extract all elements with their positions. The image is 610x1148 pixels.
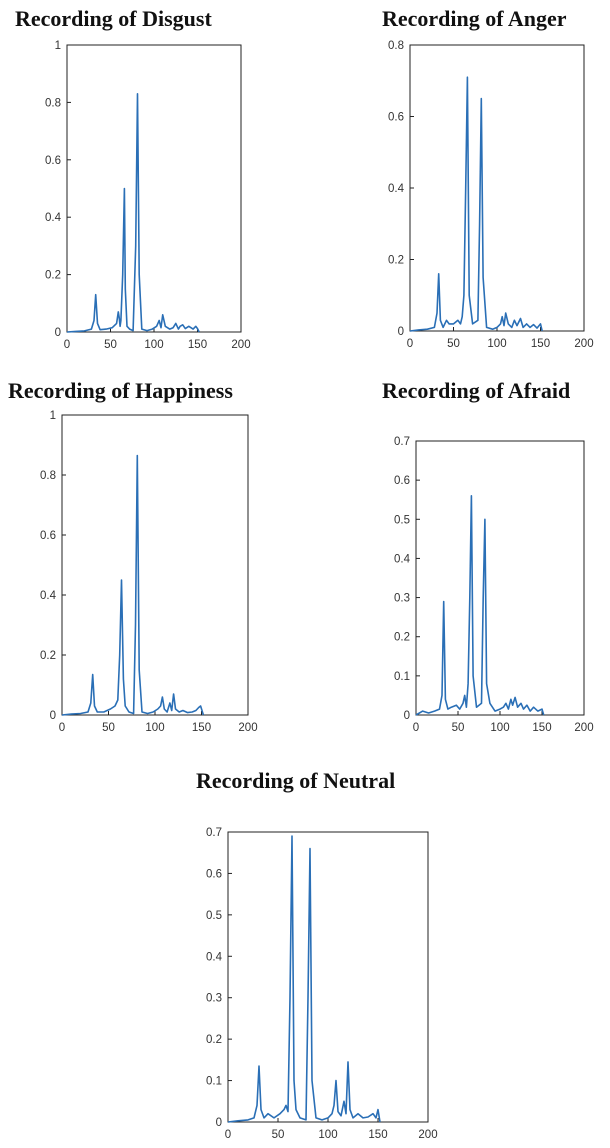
y-tick-label: 0.6 xyxy=(388,112,404,124)
y-tick-label: 0 xyxy=(55,327,61,339)
x-tick-label: 200 xyxy=(238,722,257,734)
y-tick-label: 0.2 xyxy=(45,270,61,282)
x-tick-label: 50 xyxy=(447,338,460,350)
x-tick-label: 150 xyxy=(192,722,211,734)
x-tick-label: 200 xyxy=(574,722,593,734)
x-tick-label: 100 xyxy=(318,1129,337,1141)
y-tick-label: 0.8 xyxy=(45,97,61,109)
y-tick-label: 0.6 xyxy=(206,868,222,880)
panel-title-disgust: Recording of Disgust xyxy=(15,6,212,31)
series-line xyxy=(66,93,200,333)
y-tick-label: 0.1 xyxy=(394,671,410,683)
y-tick-label: 0.7 xyxy=(394,436,410,448)
x-tick-label: 100 xyxy=(145,722,164,734)
y-tick-label: 0.4 xyxy=(206,951,223,963)
y-tick-label: 0.8 xyxy=(388,40,404,52)
y-tick-label: 0.3 xyxy=(394,593,410,605)
y-tick-label: 0.5 xyxy=(394,514,410,526)
y-tick-label: 0 xyxy=(50,710,56,722)
series-line xyxy=(227,835,381,1123)
x-tick-label: 150 xyxy=(368,1129,387,1141)
y-tick-label: 0.1 xyxy=(206,1076,222,1088)
y-tick-label: 0.4 xyxy=(394,553,411,565)
series-line xyxy=(61,454,205,716)
x-tick-label: 150 xyxy=(532,722,551,734)
x-tick-label: 0 xyxy=(64,339,70,351)
x-tick-label: 100 xyxy=(490,722,509,734)
series-line xyxy=(409,76,543,332)
y-tick-label: 0.2 xyxy=(206,1034,222,1046)
y-tick-label: 0.6 xyxy=(45,155,61,167)
x-tick-label: 200 xyxy=(231,339,250,351)
x-tick-label: 50 xyxy=(102,722,115,734)
panel-title-happiness: Recording of Happiness xyxy=(8,378,233,403)
x-tick-label: 0 xyxy=(225,1129,231,1141)
y-tick-label: 0 xyxy=(404,710,410,722)
y-tick-label: 0.2 xyxy=(40,650,56,662)
panel-title-neutral: Recording of Neutral xyxy=(196,768,396,793)
y-tick-label: 0.4 xyxy=(45,212,62,224)
y-tick-label: 0.7 xyxy=(206,827,222,839)
x-tick-label: 50 xyxy=(104,339,117,351)
x-tick-label: 0 xyxy=(407,338,413,350)
y-tick-label: 0.3 xyxy=(206,993,222,1005)
y-tick-label: 1 xyxy=(55,40,61,52)
y-tick-label: 1 xyxy=(50,410,56,422)
x-tick-label: 0 xyxy=(413,722,419,734)
y-tick-label: 0.5 xyxy=(206,910,222,922)
x-tick-label: 100 xyxy=(144,339,163,351)
y-tick-label: 0.4 xyxy=(388,183,405,195)
x-tick-label: 0 xyxy=(59,722,65,734)
y-tick-label: 0 xyxy=(216,1117,222,1129)
x-tick-label: 200 xyxy=(574,338,593,350)
x-tick-label: 200 xyxy=(418,1129,437,1141)
y-tick-label: 0.6 xyxy=(394,475,410,487)
y-tick-label: 0.6 xyxy=(40,530,56,542)
x-tick-label: 50 xyxy=(452,722,465,734)
y-tick-label: 0.8 xyxy=(40,470,56,482)
x-tick-label: 150 xyxy=(188,339,207,351)
series-line xyxy=(415,494,545,716)
x-tick-label: 100 xyxy=(487,338,506,350)
y-tick-label: 0.4 xyxy=(40,590,57,602)
y-tick-label: 0 xyxy=(398,326,404,338)
y-tick-label: 0.2 xyxy=(394,632,410,644)
x-tick-label: 150 xyxy=(531,338,550,350)
panel-title-afraid: Recording of Afraid xyxy=(382,378,571,403)
panel-title-anger: Recording of Anger xyxy=(382,6,567,31)
x-tick-label: 50 xyxy=(272,1129,285,1141)
y-tick-label: 0.2 xyxy=(388,255,404,267)
